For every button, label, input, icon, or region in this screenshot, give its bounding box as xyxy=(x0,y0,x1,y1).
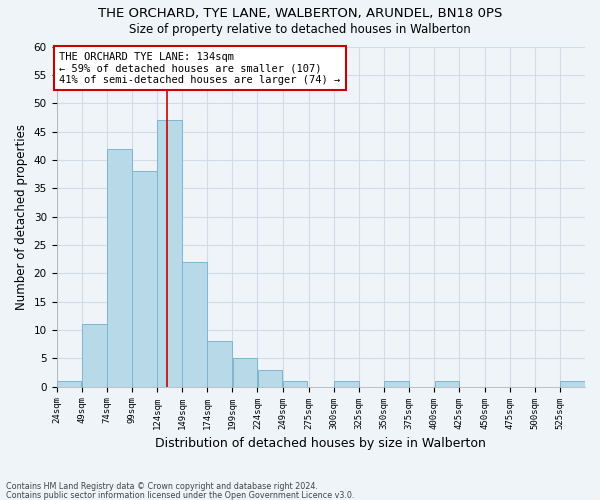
Bar xyxy=(283,381,307,386)
Bar xyxy=(385,381,409,386)
Bar xyxy=(434,381,459,386)
Bar xyxy=(334,381,359,386)
Bar xyxy=(233,358,257,386)
Text: THE ORCHARD TYE LANE: 134sqm
← 59% of detached houses are smaller (107)
41% of s: THE ORCHARD TYE LANE: 134sqm ← 59% of de… xyxy=(59,52,340,85)
Bar xyxy=(560,381,585,386)
Bar xyxy=(182,262,207,386)
Text: THE ORCHARD, TYE LANE, WALBERTON, ARUNDEL, BN18 0PS: THE ORCHARD, TYE LANE, WALBERTON, ARUNDE… xyxy=(98,8,502,20)
Y-axis label: Number of detached properties: Number of detached properties xyxy=(15,124,28,310)
Bar xyxy=(57,381,82,386)
X-axis label: Distribution of detached houses by size in Walberton: Distribution of detached houses by size … xyxy=(155,437,486,450)
Text: Contains public sector information licensed under the Open Government Licence v3: Contains public sector information licen… xyxy=(6,490,355,500)
Bar xyxy=(107,148,131,386)
Bar xyxy=(157,120,182,386)
Text: Contains HM Land Registry data © Crown copyright and database right 2024.: Contains HM Land Registry data © Crown c… xyxy=(6,482,318,491)
Bar xyxy=(258,370,283,386)
Text: Size of property relative to detached houses in Walberton: Size of property relative to detached ho… xyxy=(129,22,471,36)
Bar xyxy=(208,342,232,386)
Bar xyxy=(132,171,157,386)
Bar xyxy=(82,324,107,386)
